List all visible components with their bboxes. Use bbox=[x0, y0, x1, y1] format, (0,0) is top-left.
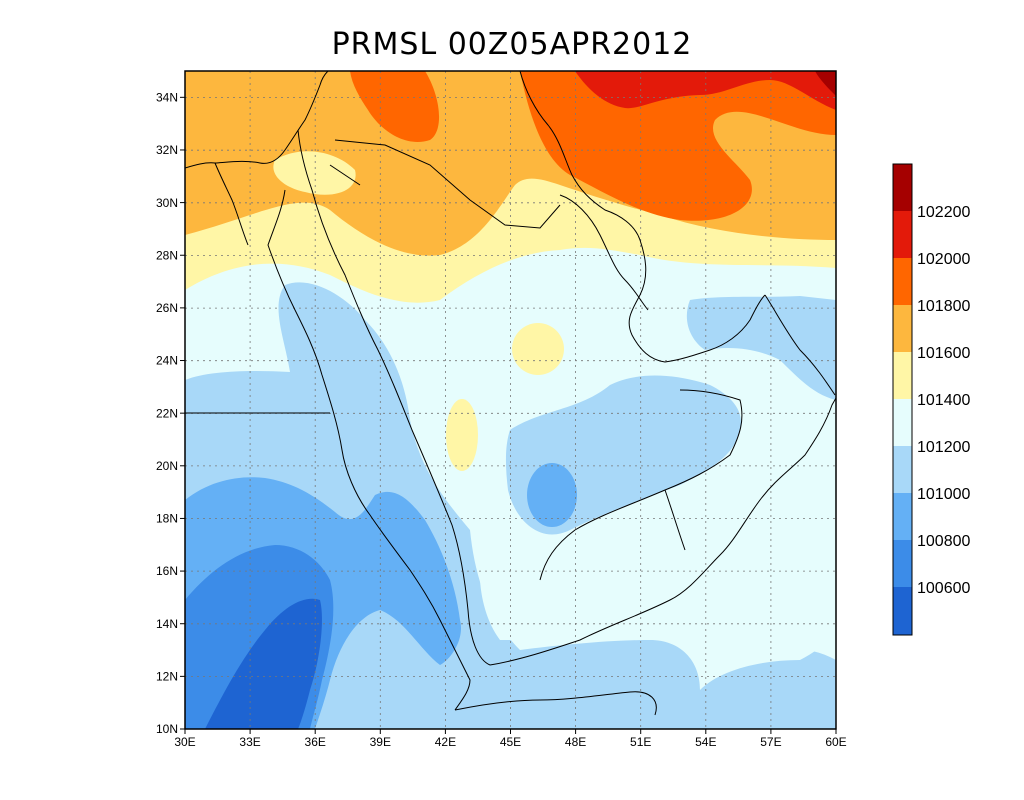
lon-label: 54E bbox=[695, 735, 716, 749]
lat-label: 24N bbox=[156, 354, 178, 368]
coastlines bbox=[185, 71, 836, 716]
latitude-labels: 10N 12N 14N 16N 18N 20N 22N 24N 26N 28N … bbox=[156, 91, 178, 736]
lon-label: 30E bbox=[174, 735, 195, 749]
lon-label: 48E bbox=[565, 735, 586, 749]
country-borders bbox=[185, 139, 743, 581]
lon-label: 60E bbox=[825, 735, 846, 749]
lon-label: 57E bbox=[760, 735, 781, 749]
colorbar-label: 101200 bbox=[917, 439, 970, 456]
colorbar-swatch bbox=[893, 587, 912, 635]
lon-label: 33E bbox=[239, 735, 260, 749]
colorbar-swatch bbox=[893, 258, 912, 305]
lon-label: 45E bbox=[500, 735, 521, 749]
lat-label: 32N bbox=[156, 143, 178, 157]
colorbar-frame bbox=[892, 163, 913, 636]
colorbar-label: 100800 bbox=[917, 533, 970, 550]
lat-label: 16N bbox=[156, 564, 178, 578]
lat-label: 20N bbox=[156, 459, 178, 473]
lat-label: 10N bbox=[156, 722, 178, 736]
lon-label: 36E bbox=[305, 735, 326, 749]
axis-tick-marks bbox=[180, 96, 837, 734]
lon-label: 51E bbox=[630, 735, 651, 749]
lat-label: 12N bbox=[156, 669, 178, 683]
longitude-labels: 30E 33E 36E 39E 42E 45E 48E 51E 54E 57E … bbox=[174, 735, 846, 749]
colorbar-swatch bbox=[893, 493, 912, 540]
lat-label: 26N bbox=[156, 301, 178, 315]
colorbar-swatch bbox=[893, 399, 912, 446]
lon-label: 39E bbox=[370, 735, 391, 749]
lat-label: 30N bbox=[156, 196, 178, 210]
colorbar-label: 100600 bbox=[917, 580, 970, 597]
map-title: PRMSL 00Z05APR2012 bbox=[332, 27, 693, 62]
colorbar-label: 101800 bbox=[917, 298, 970, 315]
lat-label: 18N bbox=[156, 512, 178, 526]
colorbar: 102200 102000 101800 101600 101400 10120… bbox=[892, 163, 970, 636]
colorbar-swatch bbox=[893, 352, 912, 399]
colorbar-label: 102000 bbox=[917, 251, 970, 268]
colorbar-swatch bbox=[893, 164, 912, 211]
colorbar-label: 101400 bbox=[917, 392, 970, 409]
lat-label: 34N bbox=[156, 91, 178, 105]
lat-label: 14N bbox=[156, 617, 178, 631]
colorbar-label: 101000 bbox=[917, 486, 970, 503]
colorbar-swatch bbox=[893, 211, 912, 258]
lat-label: 22N bbox=[156, 406, 178, 420]
lat-label: 28N bbox=[156, 248, 178, 262]
colorbar-swatch bbox=[893, 540, 912, 587]
colorbar-label: 101600 bbox=[917, 345, 970, 362]
colorbar-label: 102200 bbox=[917, 204, 970, 221]
colorbar-swatch bbox=[893, 446, 912, 493]
colorbar-swatch bbox=[893, 305, 912, 352]
lon-label: 42E bbox=[435, 735, 456, 749]
